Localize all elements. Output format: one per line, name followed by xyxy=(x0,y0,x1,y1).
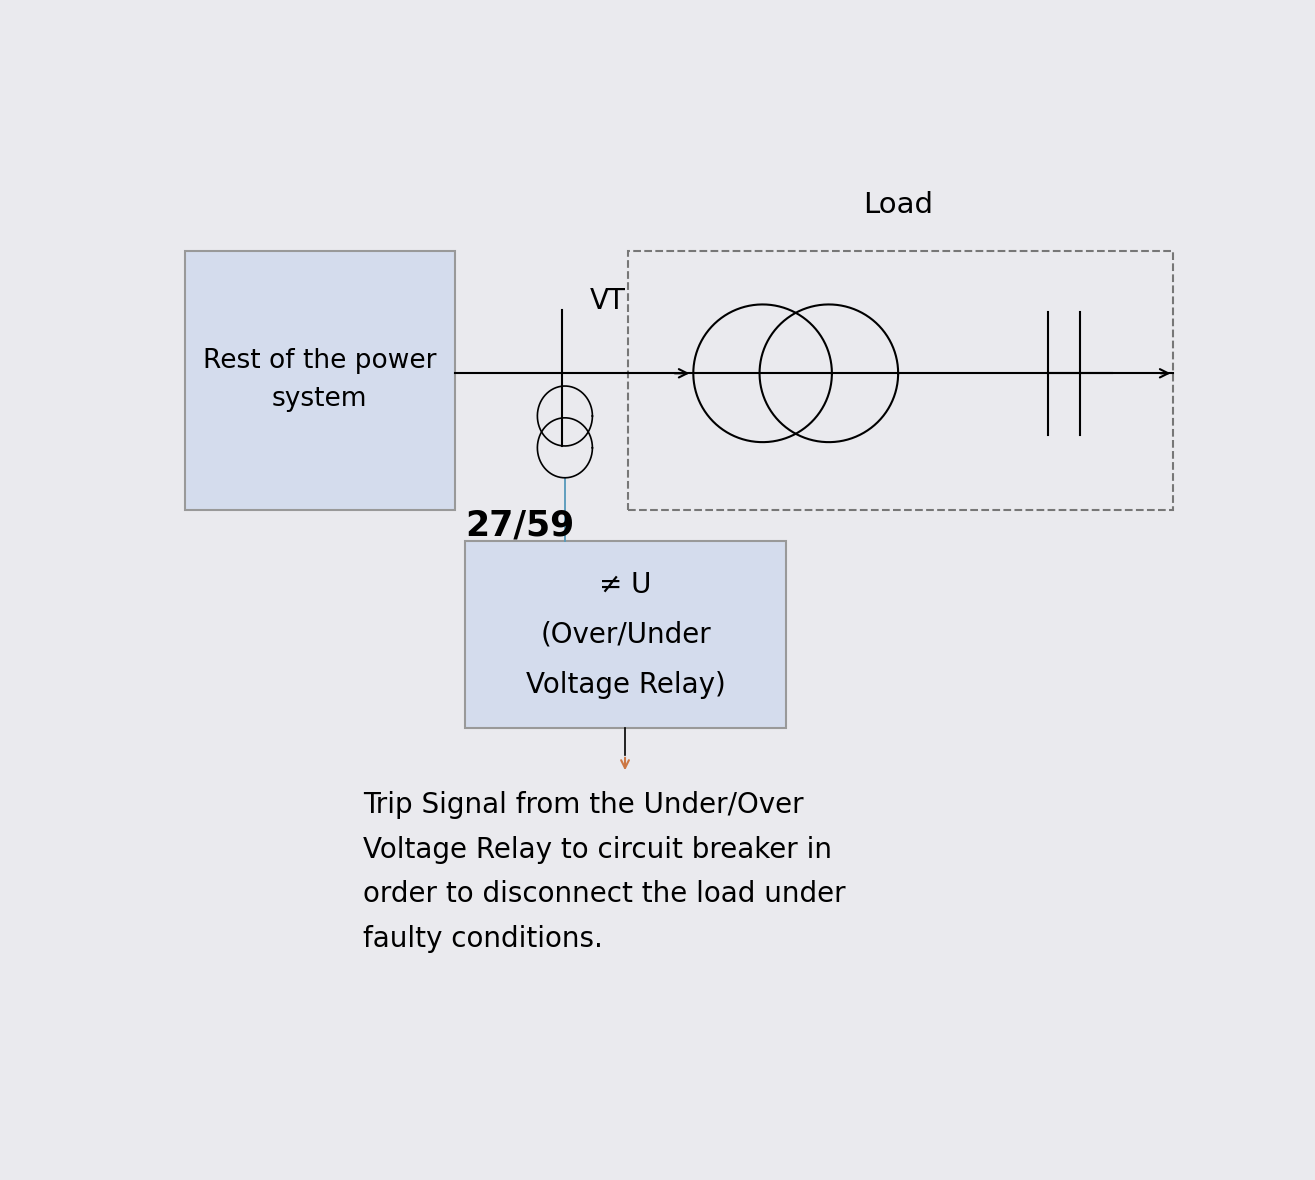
Text: VT: VT xyxy=(589,287,626,315)
Text: ≠ U
(Over/Under
Voltage Relay): ≠ U (Over/Under Voltage Relay) xyxy=(526,570,726,699)
Text: Load: Load xyxy=(863,191,934,218)
Text: Trip Signal from the Under/Over
Voltage Relay to circuit breaker in
order to dis: Trip Signal from the Under/Over Voltage … xyxy=(363,792,846,952)
Bar xyxy=(629,250,1173,510)
Text: Rest of the power
system: Rest of the power system xyxy=(203,348,437,412)
Bar xyxy=(466,542,786,728)
Bar xyxy=(184,250,455,510)
Text: 27/59: 27/59 xyxy=(466,509,575,542)
